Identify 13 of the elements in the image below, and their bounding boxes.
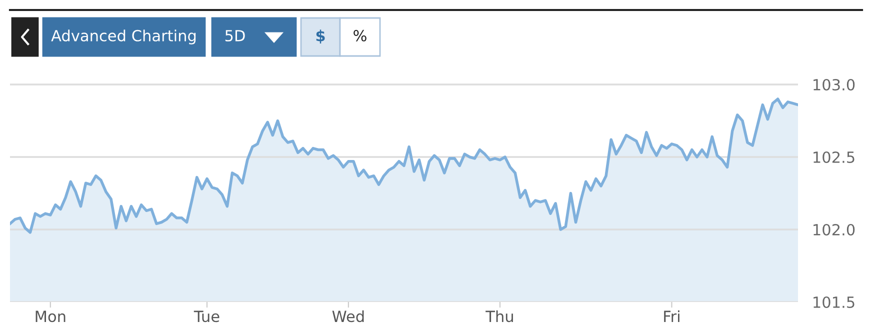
x-tick-label: Thu — [486, 310, 513, 322]
y-tick-label: 103.0 — [814, 78, 855, 91]
annotation: % — [354, 30, 366, 42]
y-tick-label: 101.5 — [814, 296, 854, 308]
x-tick-label: Fri — [664, 310, 680, 322]
x-tick-label: Tue — [194, 310, 220, 322]
annotation: 5D — [225, 30, 245, 42]
y-tick-label: 102.5 — [814, 151, 854, 164]
x-tick-label: Wed — [332, 310, 364, 322]
x-tick-label: Mon — [36, 310, 66, 322]
annotation: $ — [316, 30, 325, 44]
y-tick-label: 102.0 — [814, 224, 855, 236]
annotation: Advanced Charting — [51, 30, 196, 44]
